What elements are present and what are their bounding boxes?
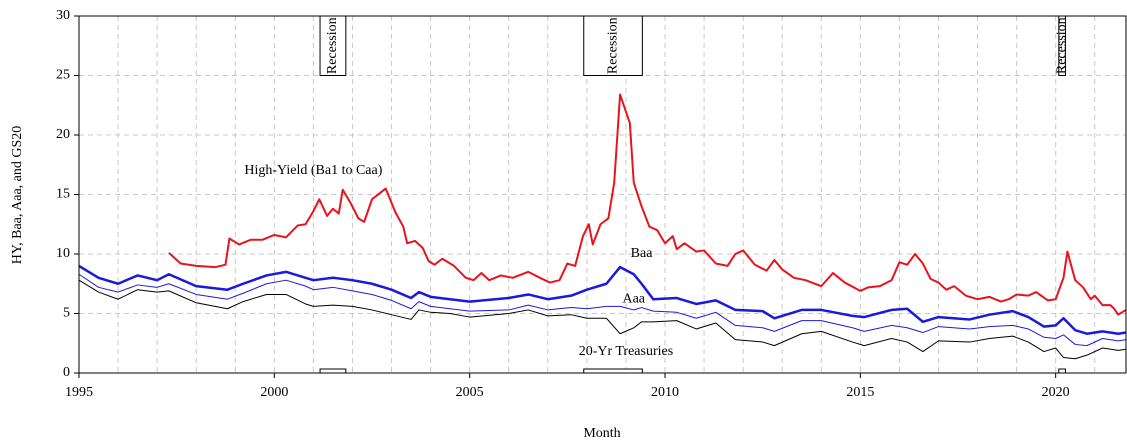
recession-base — [1058, 368, 1066, 374]
x-tick-label: 2010 — [651, 385, 679, 400]
series-line — [168, 93, 1127, 316]
recession-base — [583, 368, 643, 374]
y-tick-label: 30 — [56, 8, 70, 23]
series-line — [78, 264, 1127, 335]
recession-label: Recession — [325, 17, 340, 74]
x-tick-label: 2020 — [1042, 385, 1070, 400]
x-tick-label: 2000 — [260, 385, 288, 400]
x-tick-label: 2005 — [456, 385, 484, 400]
recession-label: Recession — [1054, 17, 1069, 74]
recession-base — [319, 368, 347, 374]
x-tick-label: 1995 — [65, 385, 93, 400]
recession-label: Recession — [605, 17, 620, 74]
series-label: Baa — [631, 246, 654, 261]
x-tick-label: 2015 — [846, 385, 874, 400]
y-tick-label: 20 — [56, 127, 70, 142]
series-line — [78, 273, 1127, 347]
series-label: Aaa — [622, 291, 645, 306]
recession-box — [583, 15, 643, 76]
y-axis-label: HY, Baa, Aaa, and GS20 — [10, 126, 25, 265]
y-tick-label: 25 — [56, 68, 70, 83]
plot-frame — [78, 15, 1127, 374]
x-axis-label: Month — [583, 426, 620, 441]
y-tick-label: 0 — [63, 365, 70, 380]
series-label: 20-Yr Treasuries — [579, 344, 674, 359]
y-tick-label: 10 — [56, 246, 70, 261]
series-line — [78, 279, 1127, 360]
series-label: High-Yield (Ba1 to Caa) — [244, 163, 382, 178]
y-tick-label: 15 — [56, 187, 70, 202]
recession-box — [319, 15, 347, 76]
y-tick-label: 5 — [63, 306, 70, 321]
